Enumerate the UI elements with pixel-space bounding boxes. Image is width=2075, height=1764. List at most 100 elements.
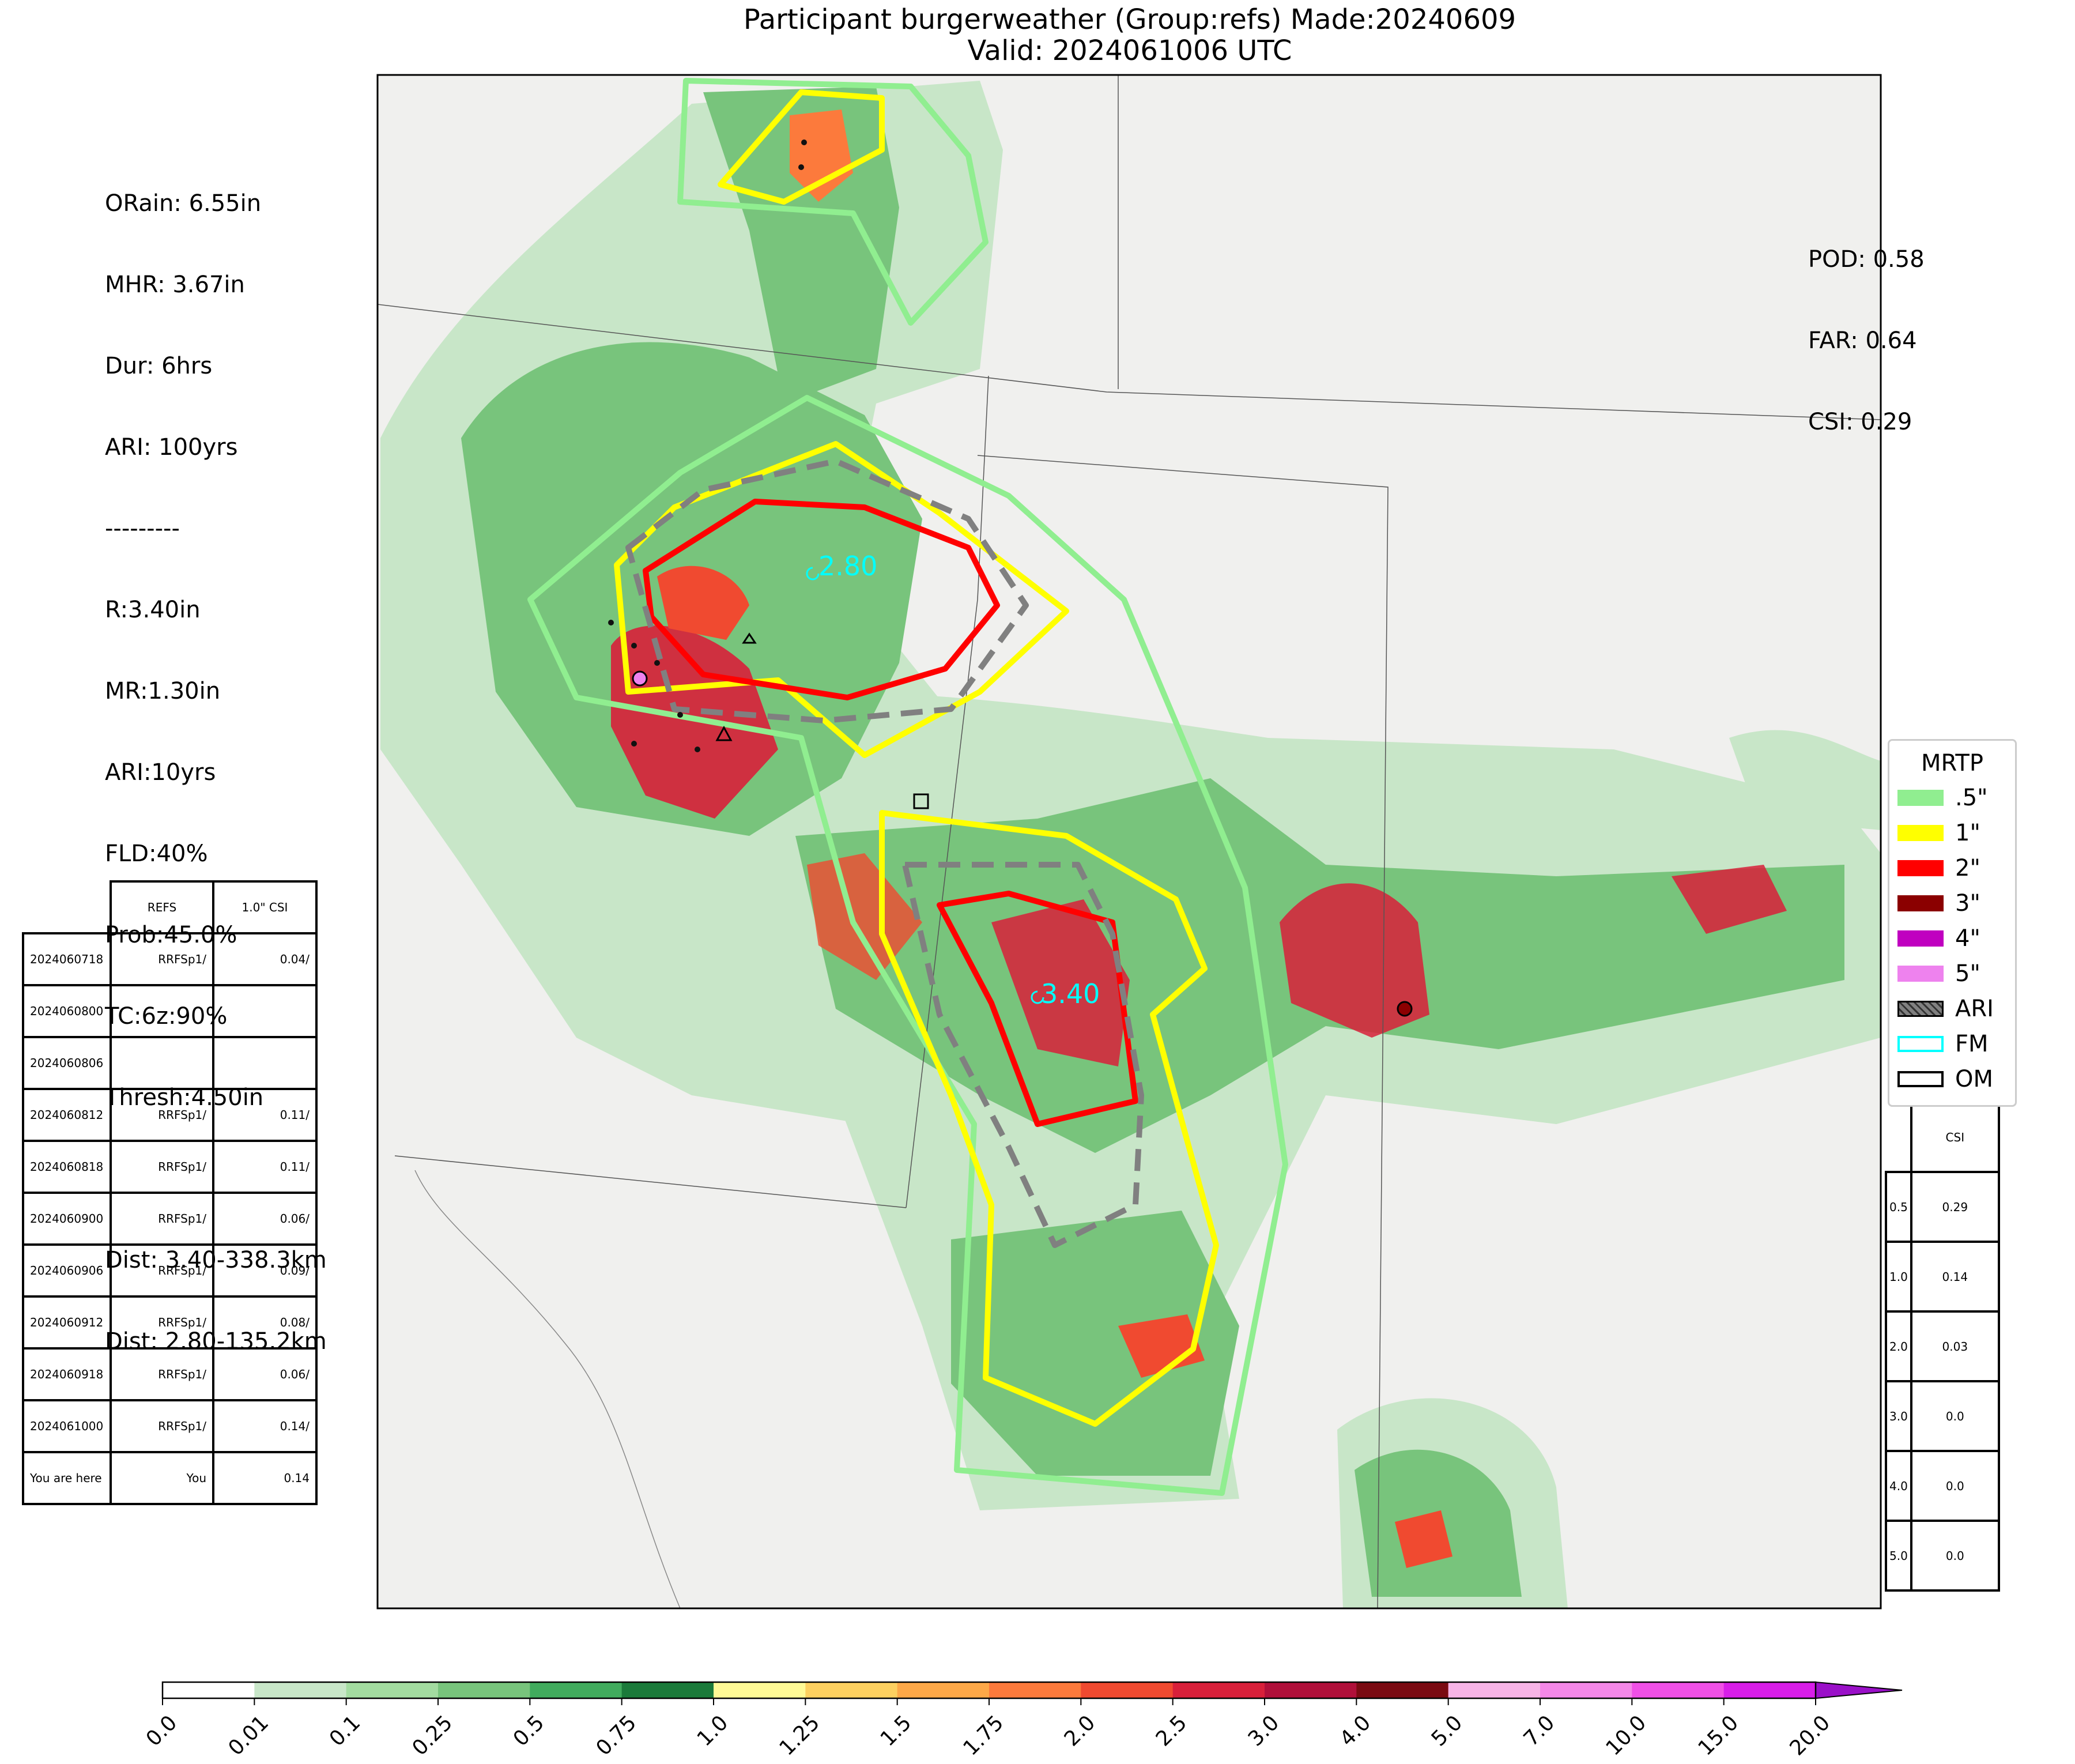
legend-title: MRTP (1921, 750, 1983, 777)
table-cell: RRFSp1/ (110, 1192, 214, 1246)
table-row: 2.0 0.03 (1885, 1310, 2000, 1382)
model-runs-table: REFS 1.0" CSI 2024060718 RRFSp1/0.04/2024… (22, 880, 318, 1505)
table-cell: RRFSp1/ (110, 1243, 214, 1298)
table-header-cell: 1.0" CSI (212, 880, 318, 934)
ari-contour-west (625, 458, 1029, 723)
table-row: 2024060812 RRFSp1/0.11/ (22, 1088, 318, 1142)
table-cell (212, 984, 318, 1038)
table-cell: 0.0 (1910, 1380, 2000, 1452)
mrtp-2-contour-south (937, 891, 1138, 1127)
mrtp-0.5-contour-central (527, 395, 1288, 1496)
table-row: 5.0 0.0 (1885, 1520, 2000, 1592)
table-row: 1.0 0.14 (1885, 1241, 2000, 1313)
flood-report-marker (742, 632, 757, 644)
mrtp-legend: MRTP .5" 1" 2" 3" 4" 5" ARI FM OM (1888, 739, 2017, 1107)
legend-item: 5" (1889, 956, 2015, 991)
legend-swatch (1897, 789, 1944, 806)
mrtp-contours (527, 78, 1288, 1496)
om-circle-marker-east (1397, 1001, 1413, 1017)
table-cell: 2024060818 (22, 1140, 112, 1194)
table-cell: 0.09/ (212, 1243, 318, 1298)
legend-swatch (1897, 824, 1944, 841)
stat-line: --------- (105, 515, 180, 542)
mrtp-1-contour-west (614, 441, 1069, 758)
table-cell: 0.29 (1910, 1171, 2000, 1243)
legend-label: .5" (1955, 784, 1988, 811)
legend-label: OM (1955, 1065, 1993, 1092)
table-cell: 0.04/ (212, 932, 318, 986)
map-title-line2: Valid: 2024061006 UTC (967, 35, 1292, 67)
legend-item: OM (1889, 1061, 2015, 1096)
table-cell: 5.0 (1885, 1520, 1912, 1592)
far-stat: FAR: 0.64 (1808, 327, 1917, 354)
table-cell: 4.0 (1885, 1450, 1912, 1522)
legend-swatch (1897, 930, 1944, 947)
stat-line: R:3.40in (105, 597, 201, 623)
om-circle-marker (632, 670, 648, 687)
legend-label: FM (1955, 1030, 1989, 1057)
table-cell: 0.11/ (212, 1088, 318, 1142)
legend-swatch (1897, 895, 1944, 911)
mrtp-2-contour-west (643, 499, 1000, 700)
legend-swatch (1897, 1000, 1944, 1017)
table-header-cell (23, 881, 112, 934)
legend-label: ARI (1955, 995, 1994, 1022)
legend-label: 5" (1955, 960, 1980, 987)
table-cell: RRFSp1/ (110, 1399, 214, 1453)
table-cell: 0.14 (1910, 1241, 2000, 1313)
stat-line: FLD:40% (105, 840, 208, 867)
legend-item: 3" (1889, 885, 2015, 921)
table-cell: 0.0 (1910, 1450, 2000, 1522)
table-row: 2024060818 RRFSp1/0.11/ (22, 1140, 318, 1194)
table-cell: 0.08/ (212, 1295, 318, 1350)
stat-line: ARI:10yrs (105, 759, 216, 786)
table-header-cell: CSI (1910, 1101, 2000, 1173)
table-header-cell (1886, 1102, 1912, 1173)
table-cell: RRFSp1/ (110, 1347, 214, 1401)
table-cell: 0.06/ (212, 1347, 318, 1401)
table-row: 2024060800 (22, 984, 318, 1038)
table-cell: You are here (22, 1451, 112, 1505)
table-cell: 2024060906 (22, 1243, 112, 1298)
table-cell: 0.14/ (212, 1399, 318, 1453)
table-cell: 2024060918 (22, 1347, 112, 1401)
legend-item: .5" (1889, 780, 2015, 815)
table-row: 2024060906 RRFSp1/0.09/ (22, 1243, 318, 1298)
table-cell: RRFSp1/ (110, 1088, 214, 1142)
table-cell (110, 984, 214, 1038)
table-cell: 2024060718 (22, 932, 112, 986)
state-borders (378, 75, 1881, 1608)
table-header-cell: REFS (110, 880, 214, 934)
table-row: 2024061000 RRFSp1/0.14/ (22, 1399, 318, 1453)
mrtp-1-contour-south (879, 810, 1219, 1427)
table-cell: 0.14 (212, 1451, 318, 1505)
table-cell: 2024060806 (22, 1036, 112, 1090)
table-row: 2024060900 RRFSp1/0.06/ (22, 1192, 318, 1246)
table-cell: 2024060912 (22, 1295, 112, 1350)
map-title-line1: Participant burgerweather (Group:refs) M… (743, 3, 1516, 36)
table-cell: 2024060800 (22, 984, 112, 1038)
legend-item: FM (1889, 1026, 2015, 1061)
legend-swatch (1897, 860, 1944, 876)
table-row: 2024060718 RRFSp1/0.04/ (22, 932, 318, 986)
table-cell: 0.06/ (212, 1192, 318, 1246)
legend-swatch (1897, 1071, 1944, 1087)
legend-swatch (1897, 965, 1944, 982)
legend-item: 4" (1889, 921, 2015, 956)
verification-stats: POD: 0.58 FAR: 0.64 CSI: 0.29 (1808, 192, 1925, 463)
table-cell: 3.0 (1885, 1380, 1912, 1452)
legend-label: 4" (1955, 925, 1980, 952)
legend-label: 1" (1955, 819, 1980, 846)
table-cell: RRFSp1/ (110, 932, 214, 986)
mrtp-0.5-contour-north (677, 78, 989, 326)
table-cell (110, 1036, 214, 1090)
stat-line: ARI: 100yrs (105, 434, 238, 461)
fm-hook-marker (806, 567, 820, 581)
legend-item: ARI (1889, 991, 2015, 1026)
legend-label: 2" (1955, 854, 1980, 881)
table-cell: 1.0 (1885, 1241, 1912, 1313)
stat-line: MR:1.30in (105, 678, 221, 704)
table-cell (212, 1036, 318, 1090)
table-header-row: CSI (1886, 1101, 2000, 1173)
stat-line: MHR: 3.67in (105, 272, 245, 298)
